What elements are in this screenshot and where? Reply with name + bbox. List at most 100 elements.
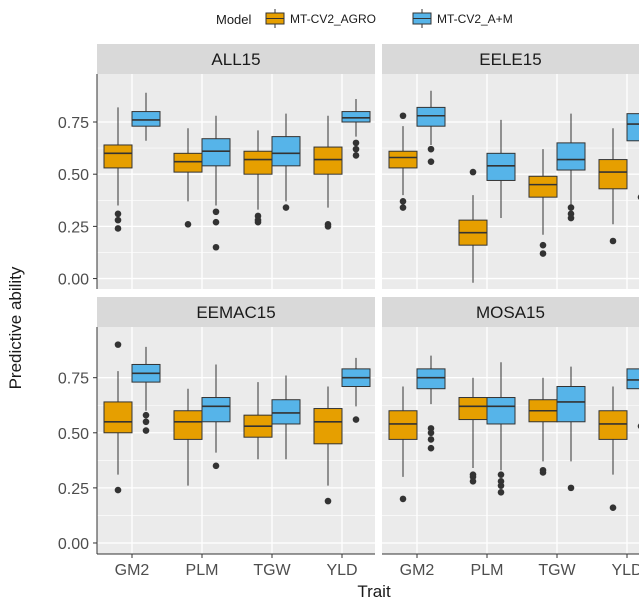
x-tick-label: YLD	[611, 562, 639, 579]
x-axis-title: Trait	[357, 582, 391, 601]
outlier-point	[212, 462, 220, 470]
y-tick-label: 0.50	[58, 426, 89, 443]
box	[271, 136, 301, 167]
outlier-point	[114, 210, 122, 218]
box	[486, 152, 516, 181]
outlier-point	[399, 204, 407, 211]
box	[131, 111, 161, 127]
facet-panel: ALL15 0.00 0.25 0.50 0.75	[58, 44, 375, 289]
facet-strip	[97, 297, 375, 327]
outlier-point	[539, 250, 547, 257]
y-tick-label: 0.50	[58, 167, 89, 184]
x-tick-label: TGW	[538, 562, 576, 579]
legend: Model MT-CV2_AGRO MT-CV2_A+M	[216, 9, 513, 28]
box	[458, 397, 488, 421]
outlier-point	[427, 429, 435, 437]
box	[528, 175, 558, 198]
box	[556, 386, 586, 423]
outlier-point	[212, 208, 220, 216]
outlier-point	[114, 341, 122, 348]
outlier-point	[254, 218, 262, 226]
outlier-point	[469, 168, 477, 176]
facet-strip	[382, 44, 639, 74]
y-tick-label: 0.25	[58, 481, 89, 498]
outlier-point	[399, 198, 407, 205]
outlier-point	[497, 488, 505, 496]
y-axis-title: Predictive ability	[6, 266, 25, 389]
facet-panel: MOSA15 GM2 PLM TGW YLD	[382, 297, 639, 579]
legend-title: Model	[216, 12, 252, 27]
outlier-point	[114, 225, 122, 232]
outlier-point	[399, 495, 407, 503]
outlier-point	[427, 436, 435, 443]
box	[271, 399, 301, 425]
box	[598, 159, 628, 190]
outlier-point	[212, 243, 220, 251]
x-tick-label: YLD	[326, 562, 357, 579]
outlier-point	[539, 241, 547, 249]
outlier-point	[142, 411, 150, 419]
outlier-point	[184, 220, 192, 228]
facet-strip-title: EEMAC15	[196, 303, 275, 322]
x-tick-label: GM2	[115, 562, 150, 579]
box	[173, 152, 203, 173]
outlier-point	[324, 497, 332, 505]
box	[173, 410, 203, 440]
outlier-point	[399, 112, 407, 120]
outlier-point	[567, 204, 575, 211]
outlier-point	[114, 486, 122, 494]
outlier-point	[352, 139, 360, 147]
box	[626, 368, 639, 390]
facet-panels: ALL15 0.00 0.25 0.50 0.75 EELE15 EEMAC15 0.00 0.…	[58, 44, 639, 579]
outlier-point	[539, 469, 547, 476]
x-tick-label: GM2	[400, 562, 435, 579]
box	[416, 106, 446, 127]
legend-label: MT-CV2_AGRO	[290, 12, 376, 26]
facet-panel: EELE15	[382, 44, 639, 289]
outlier-point	[352, 152, 360, 159]
y-tick-label: 0.75	[58, 115, 89, 132]
facet-strip-title: ALL15	[211, 50, 260, 69]
box	[556, 142, 586, 171]
outlier-point	[142, 418, 150, 426]
facet-strip	[382, 297, 639, 327]
x-tick-label: PLM	[186, 562, 219, 579]
box	[416, 368, 446, 390]
outlier-point	[212, 218, 220, 226]
box	[598, 410, 628, 440]
outlier-point	[609, 237, 617, 245]
outlier-point	[282, 204, 290, 211]
box	[388, 150, 418, 169]
outlier-point	[609, 504, 617, 512]
panel-background	[382, 327, 639, 554]
outlier-point	[142, 427, 150, 434]
box	[201, 397, 231, 423]
y-tick-label: 0.00	[58, 536, 89, 553]
outlier-point	[497, 482, 505, 489]
x-tick-label: TGW	[253, 562, 291, 579]
panel-background	[97, 74, 375, 289]
box	[201, 138, 231, 167]
outlier-point	[427, 444, 435, 452]
legend-label: MT-CV2_A+M	[437, 12, 513, 26]
y-tick-label: 0.75	[58, 371, 89, 388]
outlier-point	[497, 471, 505, 478]
outlier-point	[324, 223, 332, 230]
facet-strip-title: EELE15	[479, 50, 541, 69]
box	[103, 144, 133, 169]
facet-strip-title: MOSA15	[476, 303, 545, 322]
box	[486, 397, 516, 425]
x-tick-label: PLM	[471, 562, 504, 579]
outlier-point	[469, 477, 477, 485]
outlier-point	[567, 214, 575, 222]
box	[103, 401, 133, 434]
y-tick-label: 0.00	[58, 272, 89, 289]
box	[313, 146, 343, 175]
box	[313, 408, 343, 445]
outlier-point	[352, 145, 360, 153]
outlier-point	[427, 158, 435, 165]
facet-strip	[97, 44, 375, 74]
box	[626, 113, 639, 142]
outlier-point	[114, 216, 122, 224]
